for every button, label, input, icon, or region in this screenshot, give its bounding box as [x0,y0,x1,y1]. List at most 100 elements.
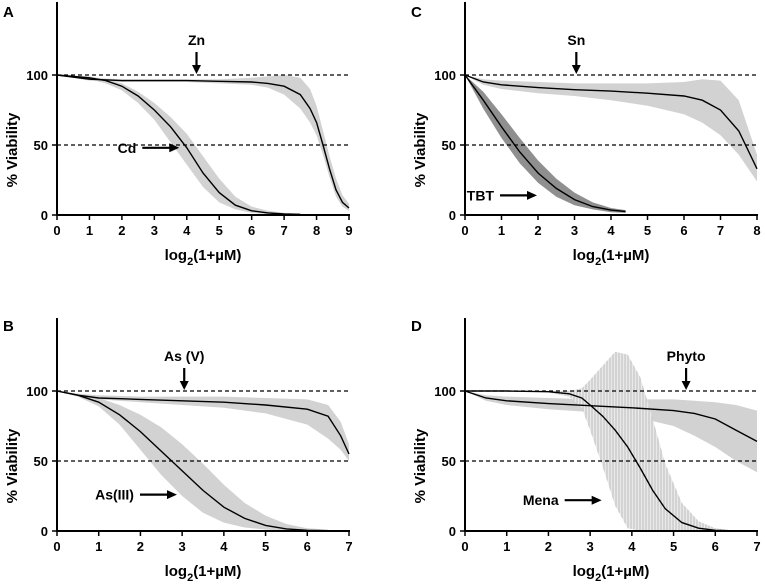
b-xtick-label: 6 [304,539,311,554]
b-line-asv [56,390,350,455]
a-line-cd [56,74,301,215]
c-line-tbt [464,74,626,213]
a-band-zn [57,75,349,211]
panel-letter-C: C [411,4,422,21]
d-xtick-label: 4 [628,539,636,554]
c-xtick-label: 5 [644,223,651,238]
a-ytick-label: 50 [34,138,48,153]
a-line-zn [56,74,350,209]
a-xtick-label: 1 [86,223,93,238]
d-line-mena [465,390,728,532]
c-x-axis-label-rest: (1+µM) [601,247,649,264]
d-xtick-label: 2 [545,539,552,554]
b-xtick-label: 4 [220,539,228,554]
c-ytick-label: 0 [449,208,456,223]
d-band-mena [465,351,728,531]
c-y-axis-label: % Viability [412,112,429,187]
c-x-axis-label-sub: 2 [595,256,601,268]
a-x-axis-label-rest: (1+µM) [193,247,241,264]
d-x-axis-label-sub: 2 [595,572,601,584]
a-xtick-label: 2 [118,223,125,238]
b-ytick-label: 50 [34,454,48,469]
d-xtick-label: 7 [753,539,760,554]
d-xtick-label: 1 [503,539,510,554]
d-y-axis-label: % Viability [412,428,429,503]
c-annotation-sn-label: Sn [567,32,585,48]
c-ytick-label: 50 [442,138,456,153]
a-xtick-label: 0 [53,223,60,238]
c-line-sn [464,74,758,170]
a-ytick-label: 100 [26,68,48,83]
c-annotation-sn-arrow-head [571,65,581,74]
d-annotation-phyto-arrow-head [681,381,691,390]
c-annotation-tbt-arrow-head [527,190,537,200]
b-annotation-asiii-arrow-head [166,490,177,500]
d-xtick-label: 3 [587,539,594,554]
a-xtick-label: 8 [313,223,320,238]
d-x-axis-label-rest: (1+µM) [601,563,649,580]
c-xtick-label: 7 [717,223,724,238]
b-ytick-label: 100 [26,384,48,399]
d-x-axis-label-main: log [573,563,596,580]
panel-letter-D: D [411,318,422,335]
b-xtick-label: 2 [137,539,144,554]
b-x-axis-label-main: log [165,563,188,580]
c-ytick-label: 100 [434,68,456,83]
b-y-axis-label: % Viability [4,428,21,503]
b-x-axis-label-rest: (1+µM) [193,563,241,580]
panel-letter-A: A [3,4,14,21]
c-x-axis-label: log2(1+µM) [573,247,650,268]
a-x-axis-label-main: log [165,247,188,264]
b-xtick-label: 7 [345,539,352,554]
d-ytick-label: 50 [442,454,456,469]
panel-letter-B: B [3,318,14,335]
a-annotation-zn-arrow-head [192,65,202,74]
a-xtick-label: 3 [151,223,158,238]
c-xtick-label: 2 [534,223,541,238]
b-xtick-label: 5 [262,539,269,554]
c-xtick-label: 3 [571,223,578,238]
c-xtick-label: 8 [753,223,760,238]
a-y-axis-label: % Viability [4,112,21,187]
c-band-sn [465,75,757,182]
d-xtick-label: 5 [670,539,677,554]
a-x-axis-label: log2(1+µM) [165,247,242,268]
b-annotation-asv-arrow-head [179,381,189,390]
c-xtick-label: 6 [680,223,687,238]
d-line-phyto [464,390,758,443]
a-xtick-label: 7 [280,223,287,238]
d-x-axis-label: log2(1+µM) [573,563,650,584]
a-xtick-label: 4 [183,223,191,238]
c-band-tbt [465,75,626,213]
c-xtick-label: 0 [461,223,468,238]
a-annotation-cd-arrow-head [169,143,180,153]
a-annotation-zn-label: Zn [188,32,205,48]
b-annotation-asv-label: As (V) [164,348,204,364]
a-x-axis-label-sub: 2 [187,256,193,268]
d-ytick-label: 0 [449,524,456,539]
d-ytick-label: 100 [434,384,456,399]
c-xtick-label: 1 [498,223,505,238]
b-annotation-asiii-label: As(III) [95,487,134,503]
b-x-axis-label: log2(1+µM) [165,563,242,584]
a-ytick-label: 0 [41,208,48,223]
a-xtick-label: 6 [248,223,255,238]
d-annotation-mena-arrow-head [591,495,602,505]
c-x-axis-label-main: log [573,247,596,264]
d-xtick-label: 6 [712,539,719,554]
b-ytick-label: 0 [41,524,48,539]
d-annotation-phyto-label: Phyto [667,348,706,364]
b-xtick-label: 1 [95,539,102,554]
c-annotation-tbt-label: TBT [467,187,495,203]
a-xtick-label: 5 [216,223,223,238]
d-xtick-label: 0 [461,539,468,554]
